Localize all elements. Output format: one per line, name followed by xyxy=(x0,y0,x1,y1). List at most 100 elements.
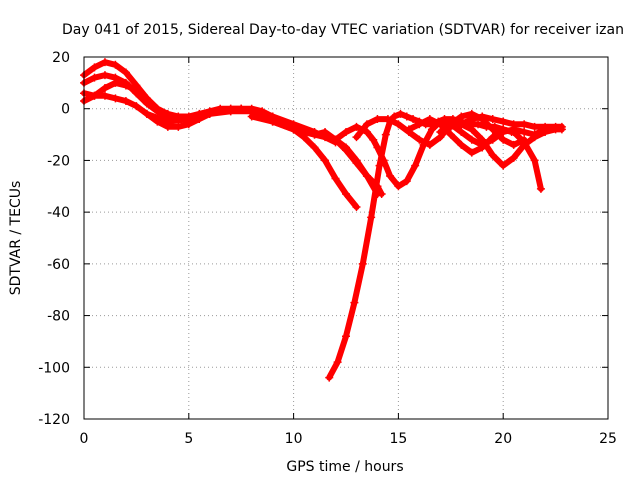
data-point xyxy=(121,68,130,77)
data-point xyxy=(488,115,497,124)
y-tick-label: -120 xyxy=(38,412,70,428)
data-point xyxy=(402,112,411,121)
data-point xyxy=(436,127,445,136)
data-point xyxy=(379,156,388,165)
data-point xyxy=(369,135,378,144)
data-point xyxy=(467,125,476,134)
data-point xyxy=(411,161,420,170)
data-point xyxy=(509,127,518,136)
y-tick-label: -80 xyxy=(47,309,70,325)
data-point xyxy=(446,130,455,139)
data-point xyxy=(457,120,466,129)
data-point xyxy=(394,182,403,191)
data-point xyxy=(100,84,109,93)
data-point xyxy=(352,202,361,211)
data-point xyxy=(132,86,141,95)
data-point xyxy=(174,122,183,131)
y-axis-label: SDTVAR / TECUs xyxy=(8,181,24,296)
data-point xyxy=(457,140,466,149)
data-point xyxy=(111,94,120,103)
data-series xyxy=(80,58,566,382)
data-point xyxy=(373,143,382,152)
data-point xyxy=(488,151,497,160)
data-point xyxy=(226,107,235,116)
data-point xyxy=(415,120,424,129)
data-point xyxy=(142,109,151,118)
data-point xyxy=(402,177,411,186)
data-point xyxy=(153,104,162,113)
y-tick-label: -100 xyxy=(38,360,70,376)
data-point xyxy=(325,373,334,382)
data-point xyxy=(373,115,382,124)
data-point xyxy=(132,102,141,111)
data-point xyxy=(478,112,487,121)
data-point xyxy=(425,115,434,124)
data-point xyxy=(383,115,392,124)
data-point xyxy=(163,117,172,126)
data-point xyxy=(509,140,518,149)
x-tick-label: 5 xyxy=(184,431,193,447)
x-tick-label: 20 xyxy=(494,431,512,447)
data-point xyxy=(530,156,539,165)
data-point xyxy=(425,140,434,149)
x-tick-label: 25 xyxy=(599,431,617,447)
data-point xyxy=(342,146,350,155)
data-point xyxy=(111,60,120,69)
data-point xyxy=(474,120,483,129)
data-point xyxy=(446,122,455,131)
data-point xyxy=(520,140,529,149)
data-point xyxy=(321,156,330,165)
x-tick-label: 15 xyxy=(389,431,407,447)
plot-frame xyxy=(83,56,609,420)
data-point xyxy=(342,127,350,136)
data-point xyxy=(530,133,539,142)
data-point xyxy=(352,122,361,131)
data-point xyxy=(415,135,424,144)
data-point xyxy=(362,120,371,129)
series-line xyxy=(405,116,544,192)
y-tick-label: -40 xyxy=(47,205,70,221)
x-tick-label: 0 xyxy=(80,431,89,447)
data-point xyxy=(375,161,384,170)
data-point xyxy=(557,122,566,131)
x-axis-label: GPS time / hours xyxy=(286,459,403,475)
series-arc-d xyxy=(80,78,151,105)
series-arc-n xyxy=(457,112,566,131)
data-point xyxy=(163,109,172,118)
data-point xyxy=(520,127,529,136)
y-tick-label: -60 xyxy=(47,257,70,273)
data-point xyxy=(121,81,130,90)
data-point xyxy=(457,112,466,121)
data-point xyxy=(289,125,298,134)
data-point xyxy=(90,73,99,82)
data-point xyxy=(520,120,529,129)
data-point xyxy=(331,174,340,183)
data-point xyxy=(142,94,151,103)
data-point xyxy=(342,190,350,199)
y-tick-label: 20 xyxy=(52,50,70,66)
tick-labels: 0 5 10 15 20 25 -120 -100 -80 -60 -40 -20 0 20 xyxy=(38,50,617,447)
data-point xyxy=(100,71,109,80)
data-point xyxy=(396,109,405,118)
data-point xyxy=(247,112,256,121)
data-point xyxy=(467,148,476,157)
data-point xyxy=(100,58,109,67)
data-point xyxy=(509,153,518,162)
data-point xyxy=(427,125,436,134)
y-tick-label: 0 xyxy=(61,102,70,118)
data-point xyxy=(321,127,330,136)
data-point xyxy=(499,125,508,134)
data-point xyxy=(111,78,120,87)
y-tick-label: -20 xyxy=(47,153,70,169)
data-point xyxy=(121,96,130,105)
data-point xyxy=(436,120,445,129)
data-point xyxy=(488,125,497,134)
data-point xyxy=(331,135,340,144)
data-point xyxy=(352,133,361,142)
data-point xyxy=(184,115,193,124)
data-point xyxy=(268,117,277,126)
data-point xyxy=(409,115,418,124)
data-point xyxy=(509,120,518,129)
x-tick-label: 10 xyxy=(285,431,303,447)
